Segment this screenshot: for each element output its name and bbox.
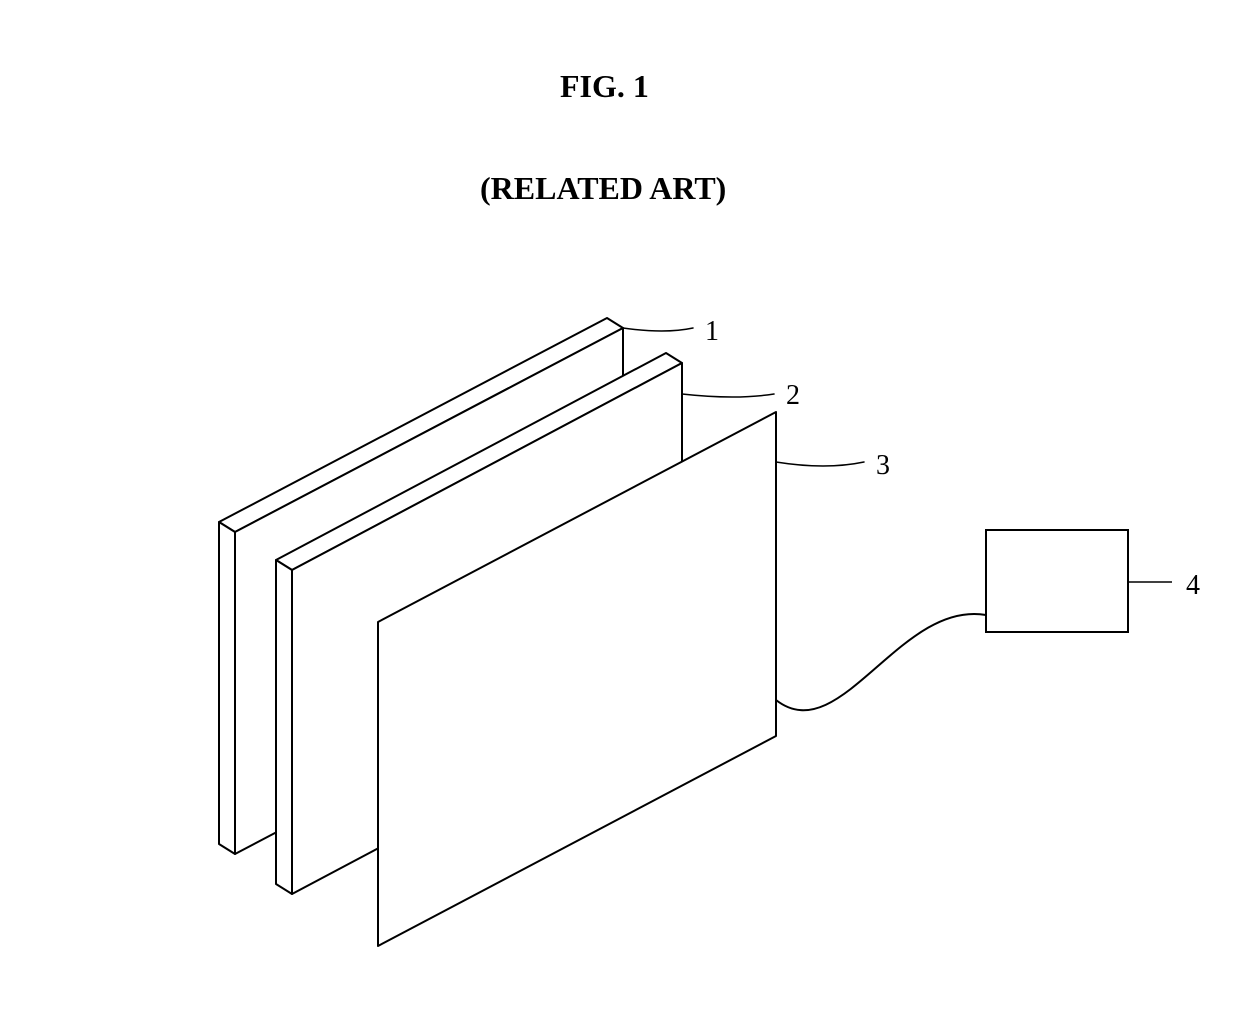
callout-label: 2 [786,380,800,411]
leader-line-1 [623,328,693,331]
callout-label: 3 [876,450,890,481]
callout-label: 4 [1186,570,1200,601]
leader-line-3 [776,462,864,466]
box-4 [986,530,1128,632]
callout-label: 1 [705,316,719,347]
figure-svg: 1 2 3 4 [0,0,1240,1031]
leader-line-2 [682,394,774,397]
connector-wire [776,614,986,710]
